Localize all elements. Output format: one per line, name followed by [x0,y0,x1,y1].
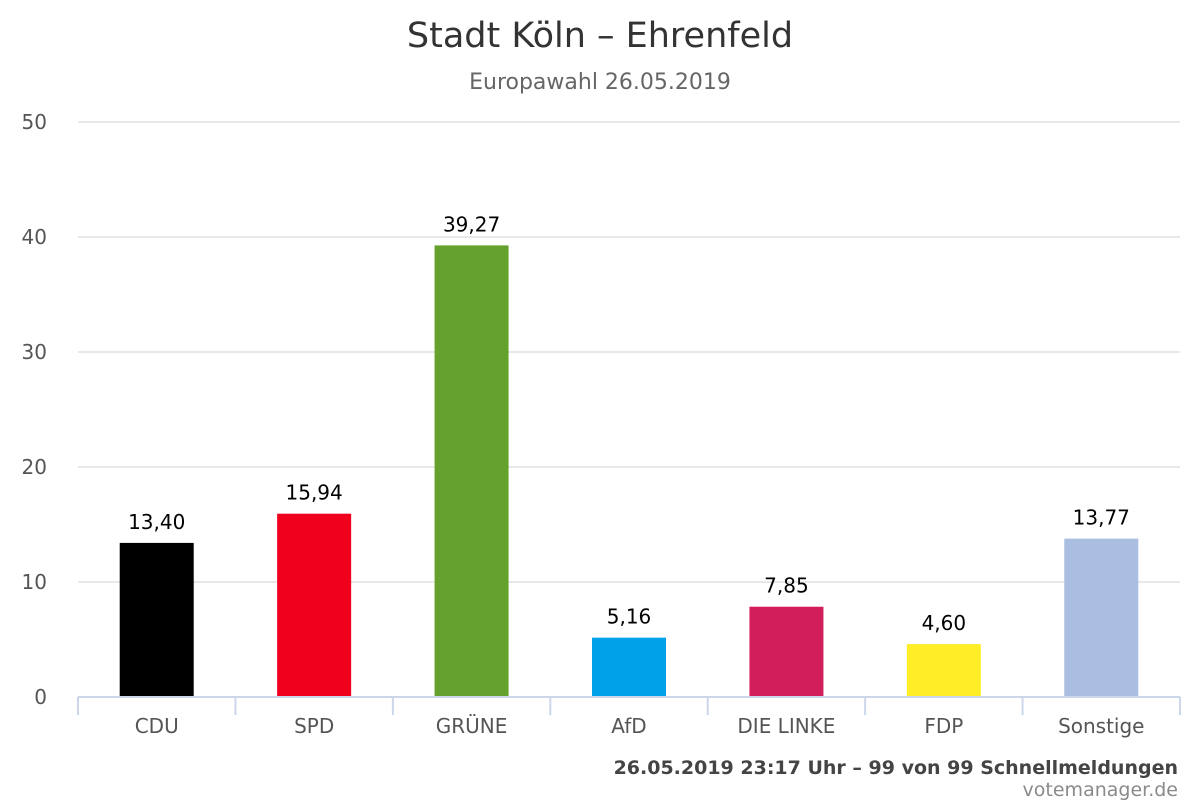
bar-fdp[interactable] [906,644,981,697]
x-tick-label: Sonstige [1058,714,1144,738]
y-tick-label: 10 [22,570,47,594]
x-tick-label: CDU [135,714,179,738]
bar-die-linke[interactable] [749,606,824,697]
y-tick-label: 30 [22,340,47,364]
data-label: 4,60 [922,611,967,635]
gridlines [78,121,1180,583]
y-tick-label: 20 [22,455,47,479]
chart-title: Stadt Köln – Ehrenfeld [407,16,793,56]
y-tick-label: 50 [22,110,47,134]
x-tick-label: SPD [294,714,334,738]
data-label: 39,27 [443,212,500,236]
chart-subtitle: Europawahl 26.05.2019 [469,70,731,95]
bar-afd[interactable] [592,637,666,697]
data-label: 13,77 [1073,506,1130,530]
footer-credit[interactable]: votemanager.de [1023,779,1178,801]
x-axis: CDU SPD GRÜNE AfD DIE LINKE FDP Sonstige [77,696,1181,738]
bar-sonstige[interactable] [1064,538,1139,697]
bar-cdu[interactable] [119,542,194,697]
y-axis-ticks: 0 10 20 30 40 50 [22,110,47,709]
bars: 13,40 15,94 39,27 5,16 7,85 4,60 13,77 [119,212,1139,697]
y-tick-label: 0 [34,685,47,709]
data-label: 13,40 [128,510,185,534]
data-label: 7,85 [764,574,809,598]
x-tick-label: FDP [924,714,963,738]
bar-gr-ne[interactable] [434,245,509,697]
x-tick-label: DIE LINKE [737,714,835,738]
footer-status: 26.05.2019 23:17 Uhr – 99 von 99 Schnell… [614,757,1178,779]
x-tick-label: GRÜNE [436,714,508,738]
data-label: 5,16 [607,605,652,629]
data-label: 15,94 [286,481,343,505]
x-tick-label: AfD [611,714,646,738]
bar-spd[interactable] [277,513,352,697]
y-tick-label: 40 [22,225,47,249]
